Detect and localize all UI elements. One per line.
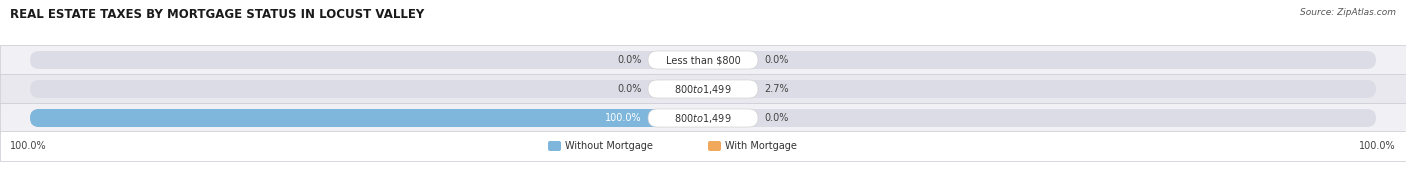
Text: Without Mortgage: Without Mortgage — [565, 141, 652, 151]
Text: 100.0%: 100.0% — [1360, 141, 1396, 151]
Text: With Mortgage: With Mortgage — [725, 141, 797, 151]
Text: 0.0%: 0.0% — [763, 113, 789, 123]
FancyBboxPatch shape — [0, 45, 1406, 75]
FancyBboxPatch shape — [648, 109, 758, 127]
FancyBboxPatch shape — [0, 74, 1406, 104]
Text: 0.0%: 0.0% — [617, 55, 643, 65]
Text: Less than $800: Less than $800 — [665, 55, 741, 65]
FancyBboxPatch shape — [648, 80, 758, 98]
Text: 2.7%: 2.7% — [763, 84, 789, 94]
FancyBboxPatch shape — [648, 51, 758, 69]
FancyBboxPatch shape — [30, 51, 1376, 69]
Text: 0.0%: 0.0% — [617, 84, 643, 94]
Text: $800 to $1,499: $800 to $1,499 — [675, 112, 731, 124]
Text: REAL ESTATE TAXES BY MORTGAGE STATUS IN LOCUST VALLEY: REAL ESTATE TAXES BY MORTGAGE STATUS IN … — [10, 8, 425, 21]
FancyBboxPatch shape — [0, 103, 1406, 133]
Text: Source: ZipAtlas.com: Source: ZipAtlas.com — [1301, 8, 1396, 17]
FancyBboxPatch shape — [709, 141, 721, 151]
Text: 0.0%: 0.0% — [763, 55, 789, 65]
FancyBboxPatch shape — [30, 80, 1376, 98]
Text: $800 to $1,499: $800 to $1,499 — [675, 83, 731, 95]
FancyBboxPatch shape — [30, 109, 1376, 127]
FancyBboxPatch shape — [0, 131, 1406, 161]
Text: 100.0%: 100.0% — [10, 141, 46, 151]
FancyBboxPatch shape — [703, 80, 721, 98]
FancyBboxPatch shape — [30, 109, 703, 127]
Text: 100.0%: 100.0% — [606, 113, 643, 123]
FancyBboxPatch shape — [548, 141, 561, 151]
